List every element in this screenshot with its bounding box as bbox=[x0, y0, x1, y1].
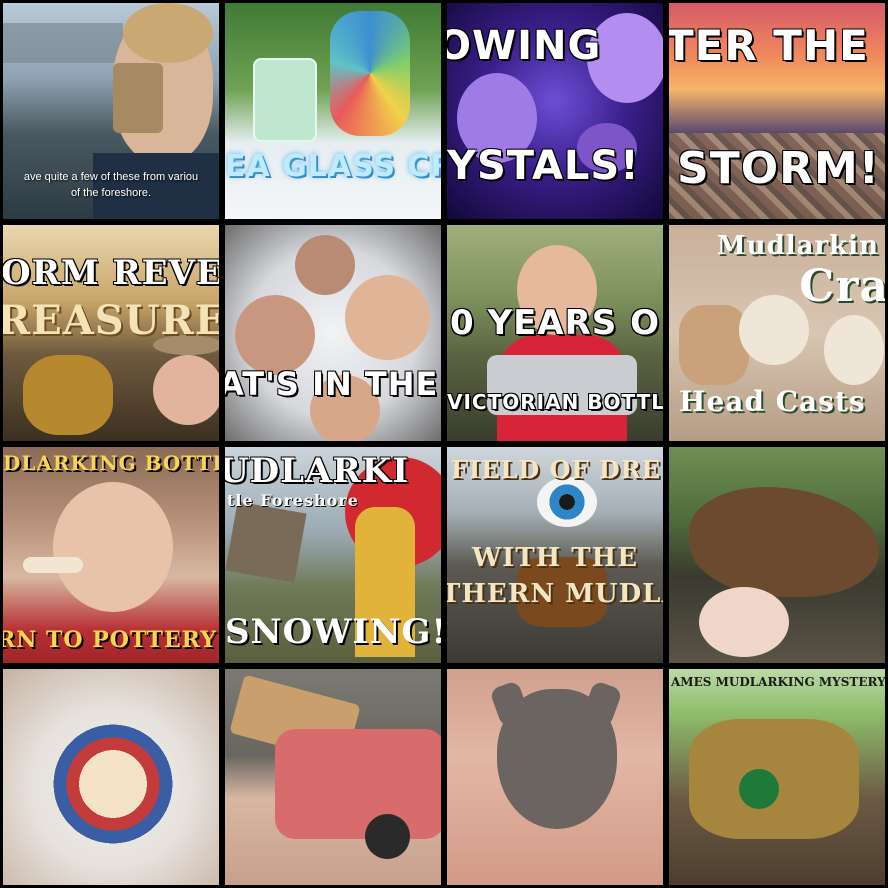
thumbnail-title: ORM REVEA bbox=[1, 253, 222, 293]
video-thumbnail-1[interactable]: ave quite a few of these from variou of … bbox=[0, 0, 222, 222]
glass-eye-icon bbox=[537, 477, 597, 527]
foreshore-finds bbox=[669, 133, 885, 219]
video-thumbnail-11[interactable]: FIELD OF DRE WITH THE THERN MUDLA bbox=[444, 444, 666, 666]
mud-splat bbox=[517, 557, 607, 627]
person-face-left bbox=[457, 73, 537, 163]
video-thumbnail-12[interactable] bbox=[666, 444, 888, 666]
person-face-1 bbox=[235, 295, 315, 375]
video-thumbnail-16[interactable]: AMES MUDLARKING MYSTERY bbox=[666, 666, 888, 888]
thumbnail-subtitle: YSTALS! bbox=[447, 143, 640, 189]
thumbnail-title: TER THE bbox=[666, 21, 869, 70]
shell-cast bbox=[679, 305, 749, 385]
glass-jar-large bbox=[330, 11, 410, 136]
thumbnail-title: Mudlarkin bbox=[716, 231, 879, 261]
thumbnail-subtitle: RN TO POTTERY PAR bbox=[0, 627, 219, 653]
thumbnail-title: FIELD OF DRE bbox=[451, 455, 661, 484]
person-face-4 bbox=[310, 375, 380, 441]
video-thumbnail-3[interactable]: OWING YSTALS! bbox=[444, 0, 666, 222]
thumbnail-subtitle: WITH THE bbox=[471, 543, 639, 573]
video-thumbnail-4[interactable]: TER THE STORM! bbox=[666, 0, 888, 222]
bottle-bucket bbox=[487, 355, 637, 415]
video-thumbnail-14[interactable] bbox=[222, 666, 444, 888]
thumbnail-title: EA GLASS CRAFT bbox=[225, 149, 441, 184]
head-cast-1 bbox=[739, 295, 809, 365]
hand-shape bbox=[699, 587, 789, 657]
video-thumbnail-7[interactable]: 0 YEARS O VICTORIAN BOTTLE bbox=[444, 222, 666, 444]
person-face bbox=[153, 355, 219, 425]
thumbnail-subtitle-2: SNOWING! bbox=[225, 612, 444, 652]
video-thumbnail-15[interactable] bbox=[444, 666, 666, 888]
thumbnail-title: OWING bbox=[444, 23, 602, 69]
video-thumbnail-13[interactable] bbox=[0, 666, 222, 888]
subtitle-line-2: of the foreshore. bbox=[70, 187, 152, 199]
thumbnail-subtitle: Head Casts bbox=[679, 385, 866, 418]
person-face bbox=[53, 482, 173, 612]
person-face-right bbox=[587, 13, 663, 103]
subtitle-line-1: ave quite a few of these from variou bbox=[23, 171, 199, 183]
artifact-jug bbox=[113, 63, 163, 133]
thumbnail-title-2: Cra bbox=[799, 261, 888, 312]
green-gem bbox=[739, 769, 779, 809]
thumbnail-subtitle: STORM! bbox=[677, 143, 880, 194]
thumbnail-subtitle: tle Foreshore bbox=[227, 491, 359, 510]
yellow-coat bbox=[355, 507, 415, 657]
thumbnail-title: 0 YEARS O bbox=[449, 303, 661, 343]
thumbnail-title: DLARKING BOTTLE BE bbox=[3, 451, 219, 475]
thumbnail-title: UDLARKI bbox=[222, 451, 410, 491]
person-face-3 bbox=[295, 235, 355, 295]
bridge-shape bbox=[3, 23, 123, 63]
tile-fragment bbox=[225, 501, 307, 583]
thumbnail-subtitle-2: THERN MUDLA bbox=[444, 579, 666, 609]
hair-shape bbox=[123, 3, 213, 63]
clay-pipe bbox=[23, 557, 83, 573]
video-thumbnail-5[interactable]: ORM REVEA REASURE bbox=[0, 222, 222, 444]
jacket-shape bbox=[93, 153, 219, 219]
gold-jewelry bbox=[23, 355, 113, 435]
person-face-2 bbox=[345, 275, 430, 360]
thumbnail-title: AMES MUDLARKING MYSTERY bbox=[671, 675, 886, 689]
video-thumbnail-6[interactable]: AT'S IN THE H bbox=[222, 222, 444, 444]
glass-jar-small bbox=[253, 58, 317, 142]
toy-truck bbox=[275, 729, 441, 839]
video-thumbnail-9[interactable]: DLARKING BOTTLE BE RN TO POTTERY PAR bbox=[0, 444, 222, 666]
thumbnail-title: AT'S IN THE H bbox=[222, 365, 441, 403]
head-cast-2 bbox=[824, 315, 884, 385]
thumbnail-subtitle: VICTORIAN BOTTLE bbox=[447, 390, 666, 414]
truck-wheel bbox=[365, 814, 410, 859]
video-thumbnail-8[interactable]: Mudlarkin Cra Head Casts bbox=[666, 222, 888, 444]
coronation-emblem bbox=[53, 724, 173, 844]
crystal-shape bbox=[577, 123, 637, 173]
person-face bbox=[517, 245, 597, 335]
video-thumbnail-2[interactable]: EA GLASS CRAFT bbox=[222, 0, 444, 222]
thumbnail-subtitle: REASURE bbox=[0, 297, 222, 344]
video-thumbnail-10[interactable]: UDLARKI tle Foreshore SNOWING! bbox=[222, 444, 444, 666]
hat-shape bbox=[153, 335, 219, 355]
